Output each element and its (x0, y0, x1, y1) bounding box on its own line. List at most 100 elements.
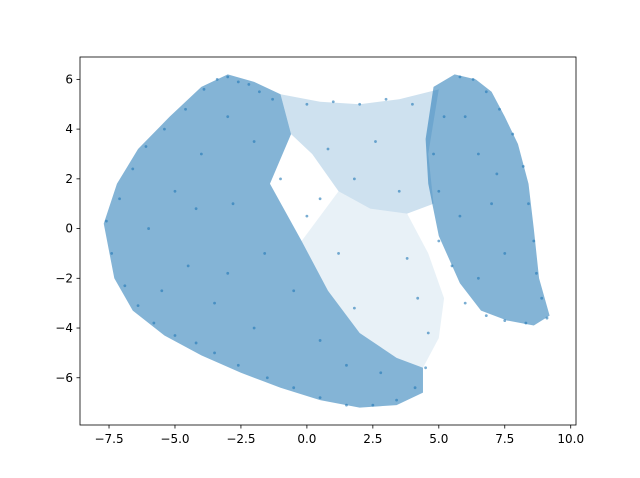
scatter-point (337, 252, 340, 255)
scatter-point (471, 77, 475, 81)
scatter-point (503, 319, 507, 322)
scatter-point (247, 82, 251, 86)
scatter-point (545, 316, 549, 320)
scatter-point (231, 202, 235, 206)
scatter-point (384, 97, 388, 101)
right-cluster (425, 74, 550, 326)
scatter-point (476, 276, 480, 280)
y-tick-label: −6 (55, 371, 73, 385)
scatter-point (202, 87, 206, 91)
scatter-point (458, 214, 462, 218)
x-tick-label: 10.0 (557, 432, 584, 446)
scatter-point (147, 227, 150, 230)
scatter-point (432, 152, 435, 156)
scatter-point (495, 172, 499, 176)
y-tick-label: −2 (55, 271, 73, 285)
scatter-point (265, 376, 269, 380)
scatter-point (352, 306, 356, 310)
scatter-point (371, 403, 375, 407)
scatter-point (104, 219, 108, 223)
scatter-point (318, 197, 322, 201)
scatter-point (236, 363, 240, 367)
scatter-point (374, 140, 377, 143)
scatter-point (524, 321, 528, 325)
scatter-point (345, 403, 348, 407)
x-tick-label: −7.5 (94, 432, 123, 446)
scatter-point (184, 107, 187, 111)
lower-middle-region (301, 191, 445, 368)
scatter-point (163, 127, 166, 131)
scatter-point (236, 80, 240, 84)
scatter-point (305, 214, 309, 218)
scatter-point (411, 102, 414, 106)
scatter-point (463, 115, 467, 119)
scatter-point (144, 145, 148, 148)
scatter-point (484, 90, 488, 94)
scatter-point (442, 115, 446, 119)
y-tick-label: 0 (65, 222, 73, 236)
point-cloud (103, 74, 550, 408)
scatter-point (263, 252, 267, 255)
scatter-point (131, 167, 135, 171)
scatter-point (379, 371, 383, 375)
scatter-point (173, 334, 177, 337)
scatter-point (490, 202, 493, 206)
scatter-point (532, 239, 536, 243)
scatter-point (540, 296, 544, 300)
scatter-point (226, 115, 230, 119)
scatter-point (463, 301, 467, 305)
scatter-point (413, 386, 417, 390)
y-tick-label: −4 (55, 321, 73, 335)
scatter-point (426, 331, 430, 335)
upper-middle-band (280, 89, 439, 214)
left-cluster (103, 74, 423, 408)
scatter-point (358, 102, 362, 106)
y-tick-label: 4 (65, 122, 73, 136)
scatter-point (213, 301, 216, 305)
plot-frame (79, 56, 577, 426)
scatter-point (318, 339, 322, 342)
scatter-point (476, 152, 480, 156)
scatter-point (160, 289, 164, 293)
scatter-point (458, 75, 462, 79)
x-tick-label: −5.0 (160, 432, 189, 446)
scatter-point (186, 264, 190, 268)
scatter-point (345, 363, 348, 367)
scatter-point (173, 189, 177, 193)
scatter-point (424, 366, 428, 370)
scatter-point (292, 386, 296, 390)
scatter-point (395, 398, 398, 402)
scatter-point (521, 165, 525, 168)
scatter-point (279, 177, 282, 181)
scatter-point (416, 296, 420, 300)
scatter-point (318, 396, 322, 400)
scatter-point (527, 202, 530, 206)
scatter-point (511, 132, 515, 136)
x-tick-label: −2.5 (226, 432, 255, 446)
scatter-point (199, 152, 203, 156)
scatter-point (118, 197, 121, 201)
scatter-point (405, 257, 409, 260)
scatter-point (136, 304, 140, 308)
scatter-point (252, 326, 256, 330)
scatter-point (326, 147, 330, 151)
scatter-point (484, 314, 488, 317)
y-tick-label: 6 (65, 72, 73, 86)
scatter-points (104, 75, 549, 407)
scatter-point (123, 284, 127, 288)
x-tick-label: 5.0 (429, 432, 448, 446)
scatter-point (194, 341, 198, 345)
scatter-point (397, 189, 401, 193)
scatter-point (535, 271, 538, 275)
scatter-point (213, 351, 216, 355)
scatter-point (271, 97, 274, 101)
scatter-point (215, 77, 219, 81)
scatter-point (437, 189, 441, 193)
x-tick-label: 0.0 (297, 432, 316, 446)
x-axis: −7.5 −5.0 −2.5 0.0 2.5 5.0 7.5 10.0 (94, 425, 584, 446)
scatter-point (226, 271, 230, 275)
scatter-point (292, 289, 296, 293)
scatter-point (226, 75, 230, 79)
plot-area (103, 74, 550, 408)
